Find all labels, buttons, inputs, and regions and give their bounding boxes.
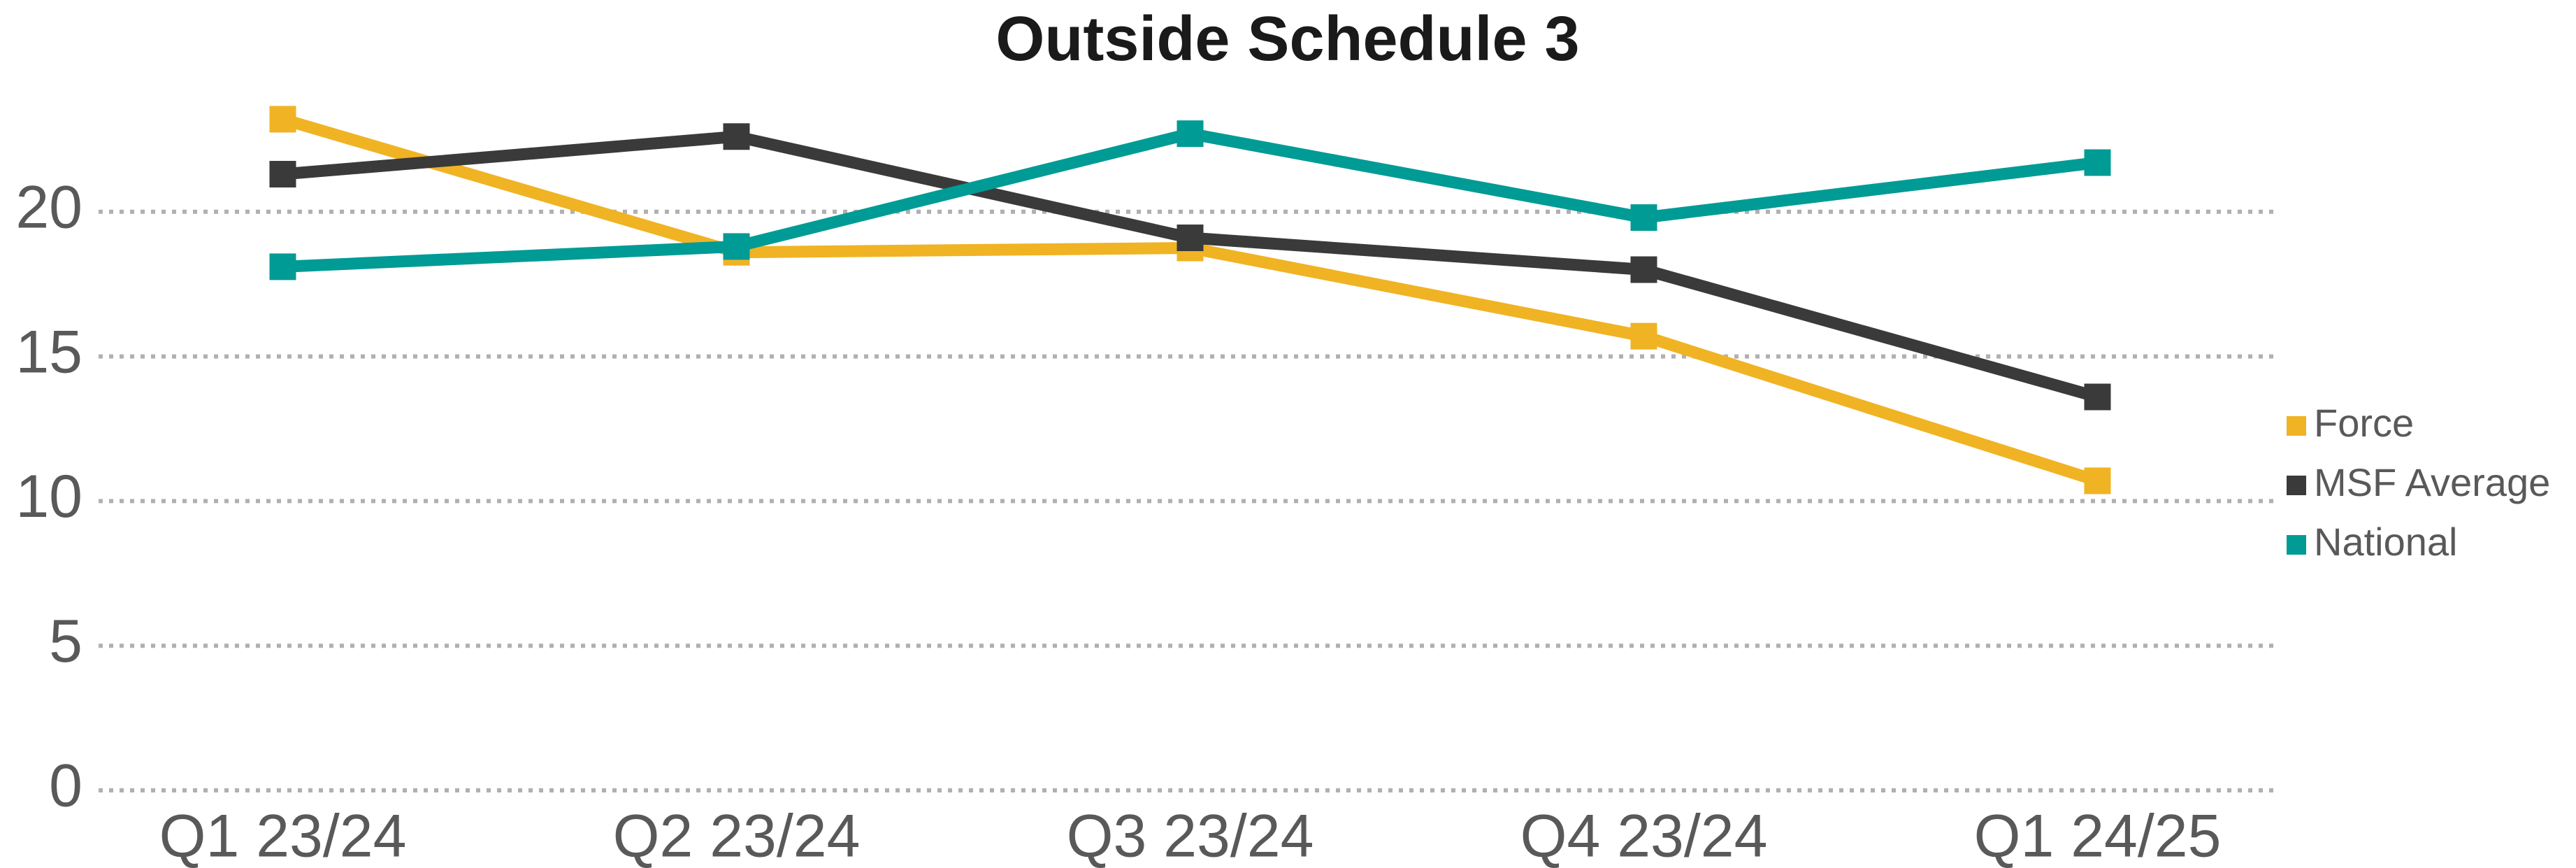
marker <box>2084 467 2111 495</box>
y-tick-label: 5 <box>49 608 82 675</box>
marker <box>1177 120 1204 148</box>
series-line <box>281 113 2100 487</box>
legend-label: MSF Average <box>2314 460 2550 504</box>
x-tick-label: Q1 23/24 <box>159 803 407 868</box>
y-tick-label: 0 <box>49 753 82 820</box>
marker <box>1630 204 1657 232</box>
chart-title: Outside Schedule 3 <box>995 4 1579 74</box>
legend-swatch <box>2287 535 2306 555</box>
marker <box>723 123 750 150</box>
legend-label: National <box>2314 520 2457 564</box>
marker <box>269 253 296 280</box>
marker <box>1177 225 1204 252</box>
x-tick-label: Q3 23/24 <box>1067 803 1314 868</box>
marker <box>723 233 750 260</box>
x-tick-label: Q1 24/25 <box>1974 803 2222 868</box>
marker <box>269 161 296 188</box>
legend-swatch <box>2287 476 2306 495</box>
legend-label: Force <box>2314 401 2414 445</box>
marker <box>2084 383 2111 411</box>
y-tick-label: 15 <box>15 318 82 385</box>
y-tick-label: 20 <box>15 174 82 241</box>
y-tick-label: 10 <box>15 463 82 530</box>
marker <box>1630 256 1657 283</box>
marker <box>1630 322 1657 350</box>
legend-swatch <box>2287 416 2306 436</box>
x-tick-label: Q4 23/24 <box>1520 803 1768 868</box>
marker <box>2084 149 2111 176</box>
x-tick-label: Q2 23/24 <box>613 803 861 868</box>
marker <box>269 106 296 133</box>
